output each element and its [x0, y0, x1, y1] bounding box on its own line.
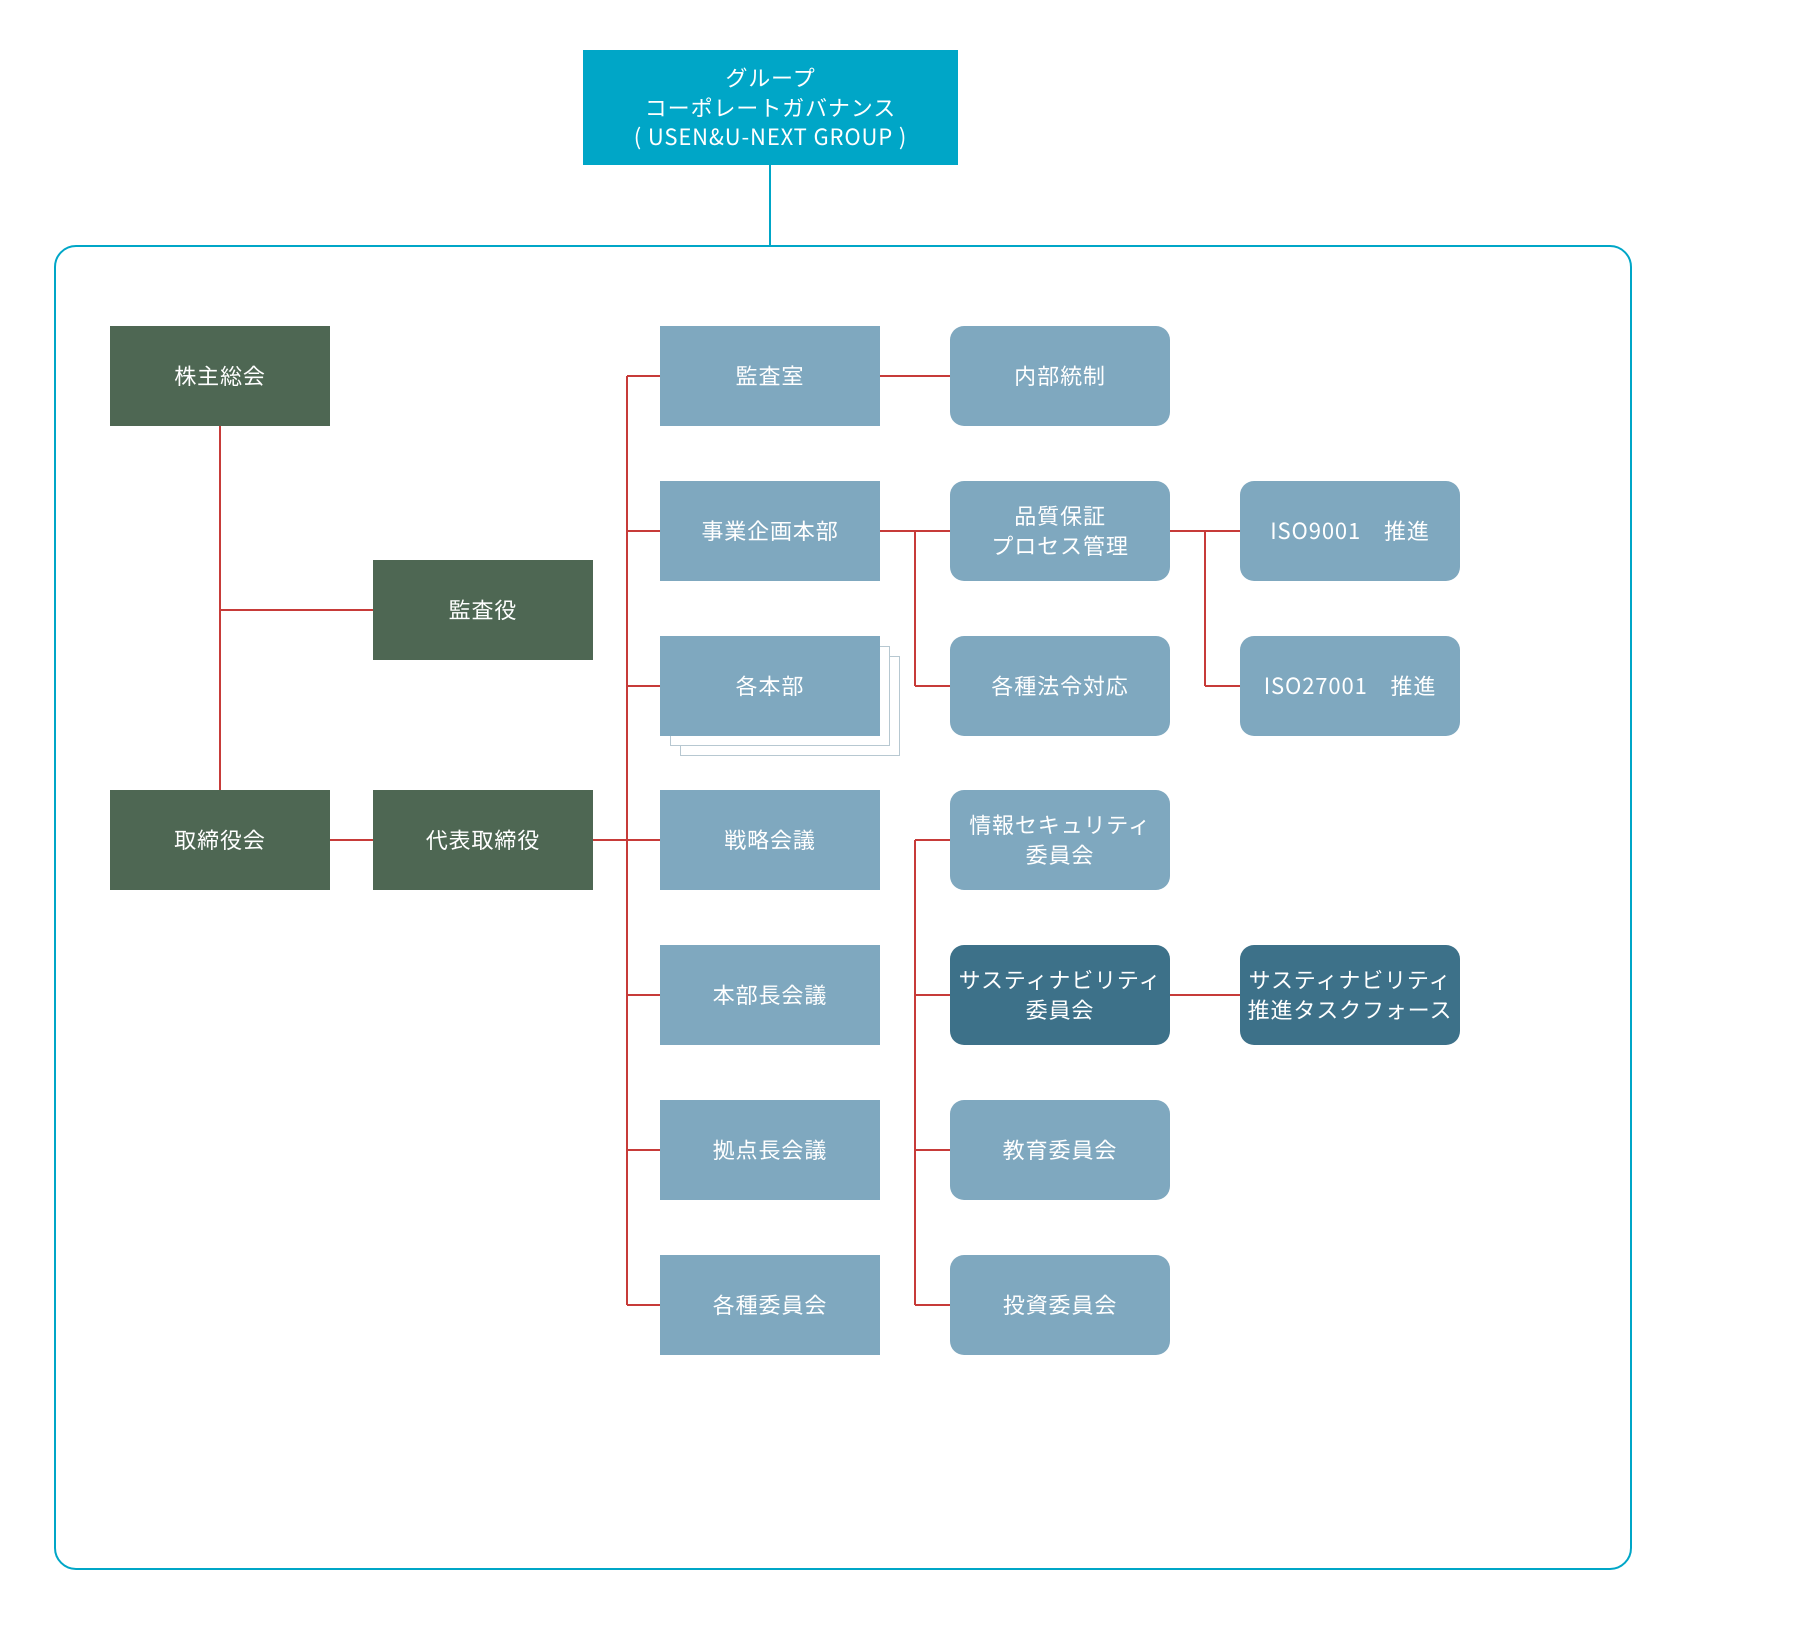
- node-infosec: 情報セキュリティ 委員会: [950, 790, 1170, 890]
- node-qa_proc: 品質保証 プロセス管理: [950, 481, 1170, 581]
- node-sustain_cmt: サスティナビリティ 委員会: [950, 945, 1170, 1045]
- node-sustain_tf: サスティナビリティ 推進タスクフォース: [1240, 945, 1460, 1045]
- node-auditor: 監査役: [373, 560, 593, 660]
- node-ceo: 代表取締役: [373, 790, 593, 890]
- node-audit_office: 監査室: [660, 326, 880, 426]
- node-board: 取締役会: [110, 790, 330, 890]
- node-root: グループ コーポレートガバナンス ( USEN&U-NEXT GROUP ): [583, 50, 958, 165]
- node-strategy_mtg: 戦略会議: [660, 790, 880, 890]
- node-internal_ctrl: 内部統制: [950, 326, 1170, 426]
- node-committees: 各種委員会: [660, 1255, 880, 1355]
- node-law: 各種法令対応: [950, 636, 1170, 736]
- node-site_heads: 拠点長会議: [660, 1100, 880, 1200]
- node-shareholders: 株主総会: [110, 326, 330, 426]
- node-plan_hq: 事業企画本部: [660, 481, 880, 581]
- node-iso9001: ISO9001 推進: [1240, 481, 1460, 581]
- node-edu_cmt: 教育委員会: [950, 1100, 1170, 1200]
- node-each_hq: 各本部: [660, 636, 880, 736]
- node-invest_cmt: 投資委員会: [950, 1255, 1170, 1355]
- org-chart-stage: グループ コーポレートガバナンス ( USEN&U-NEXT GROUP ) 株主…: [0, 0, 1800, 1652]
- group-boundary-frame: [54, 245, 1632, 1570]
- node-hq_heads: 本部長会議: [660, 945, 880, 1045]
- node-iso27001: ISO27001 推進: [1240, 636, 1460, 736]
